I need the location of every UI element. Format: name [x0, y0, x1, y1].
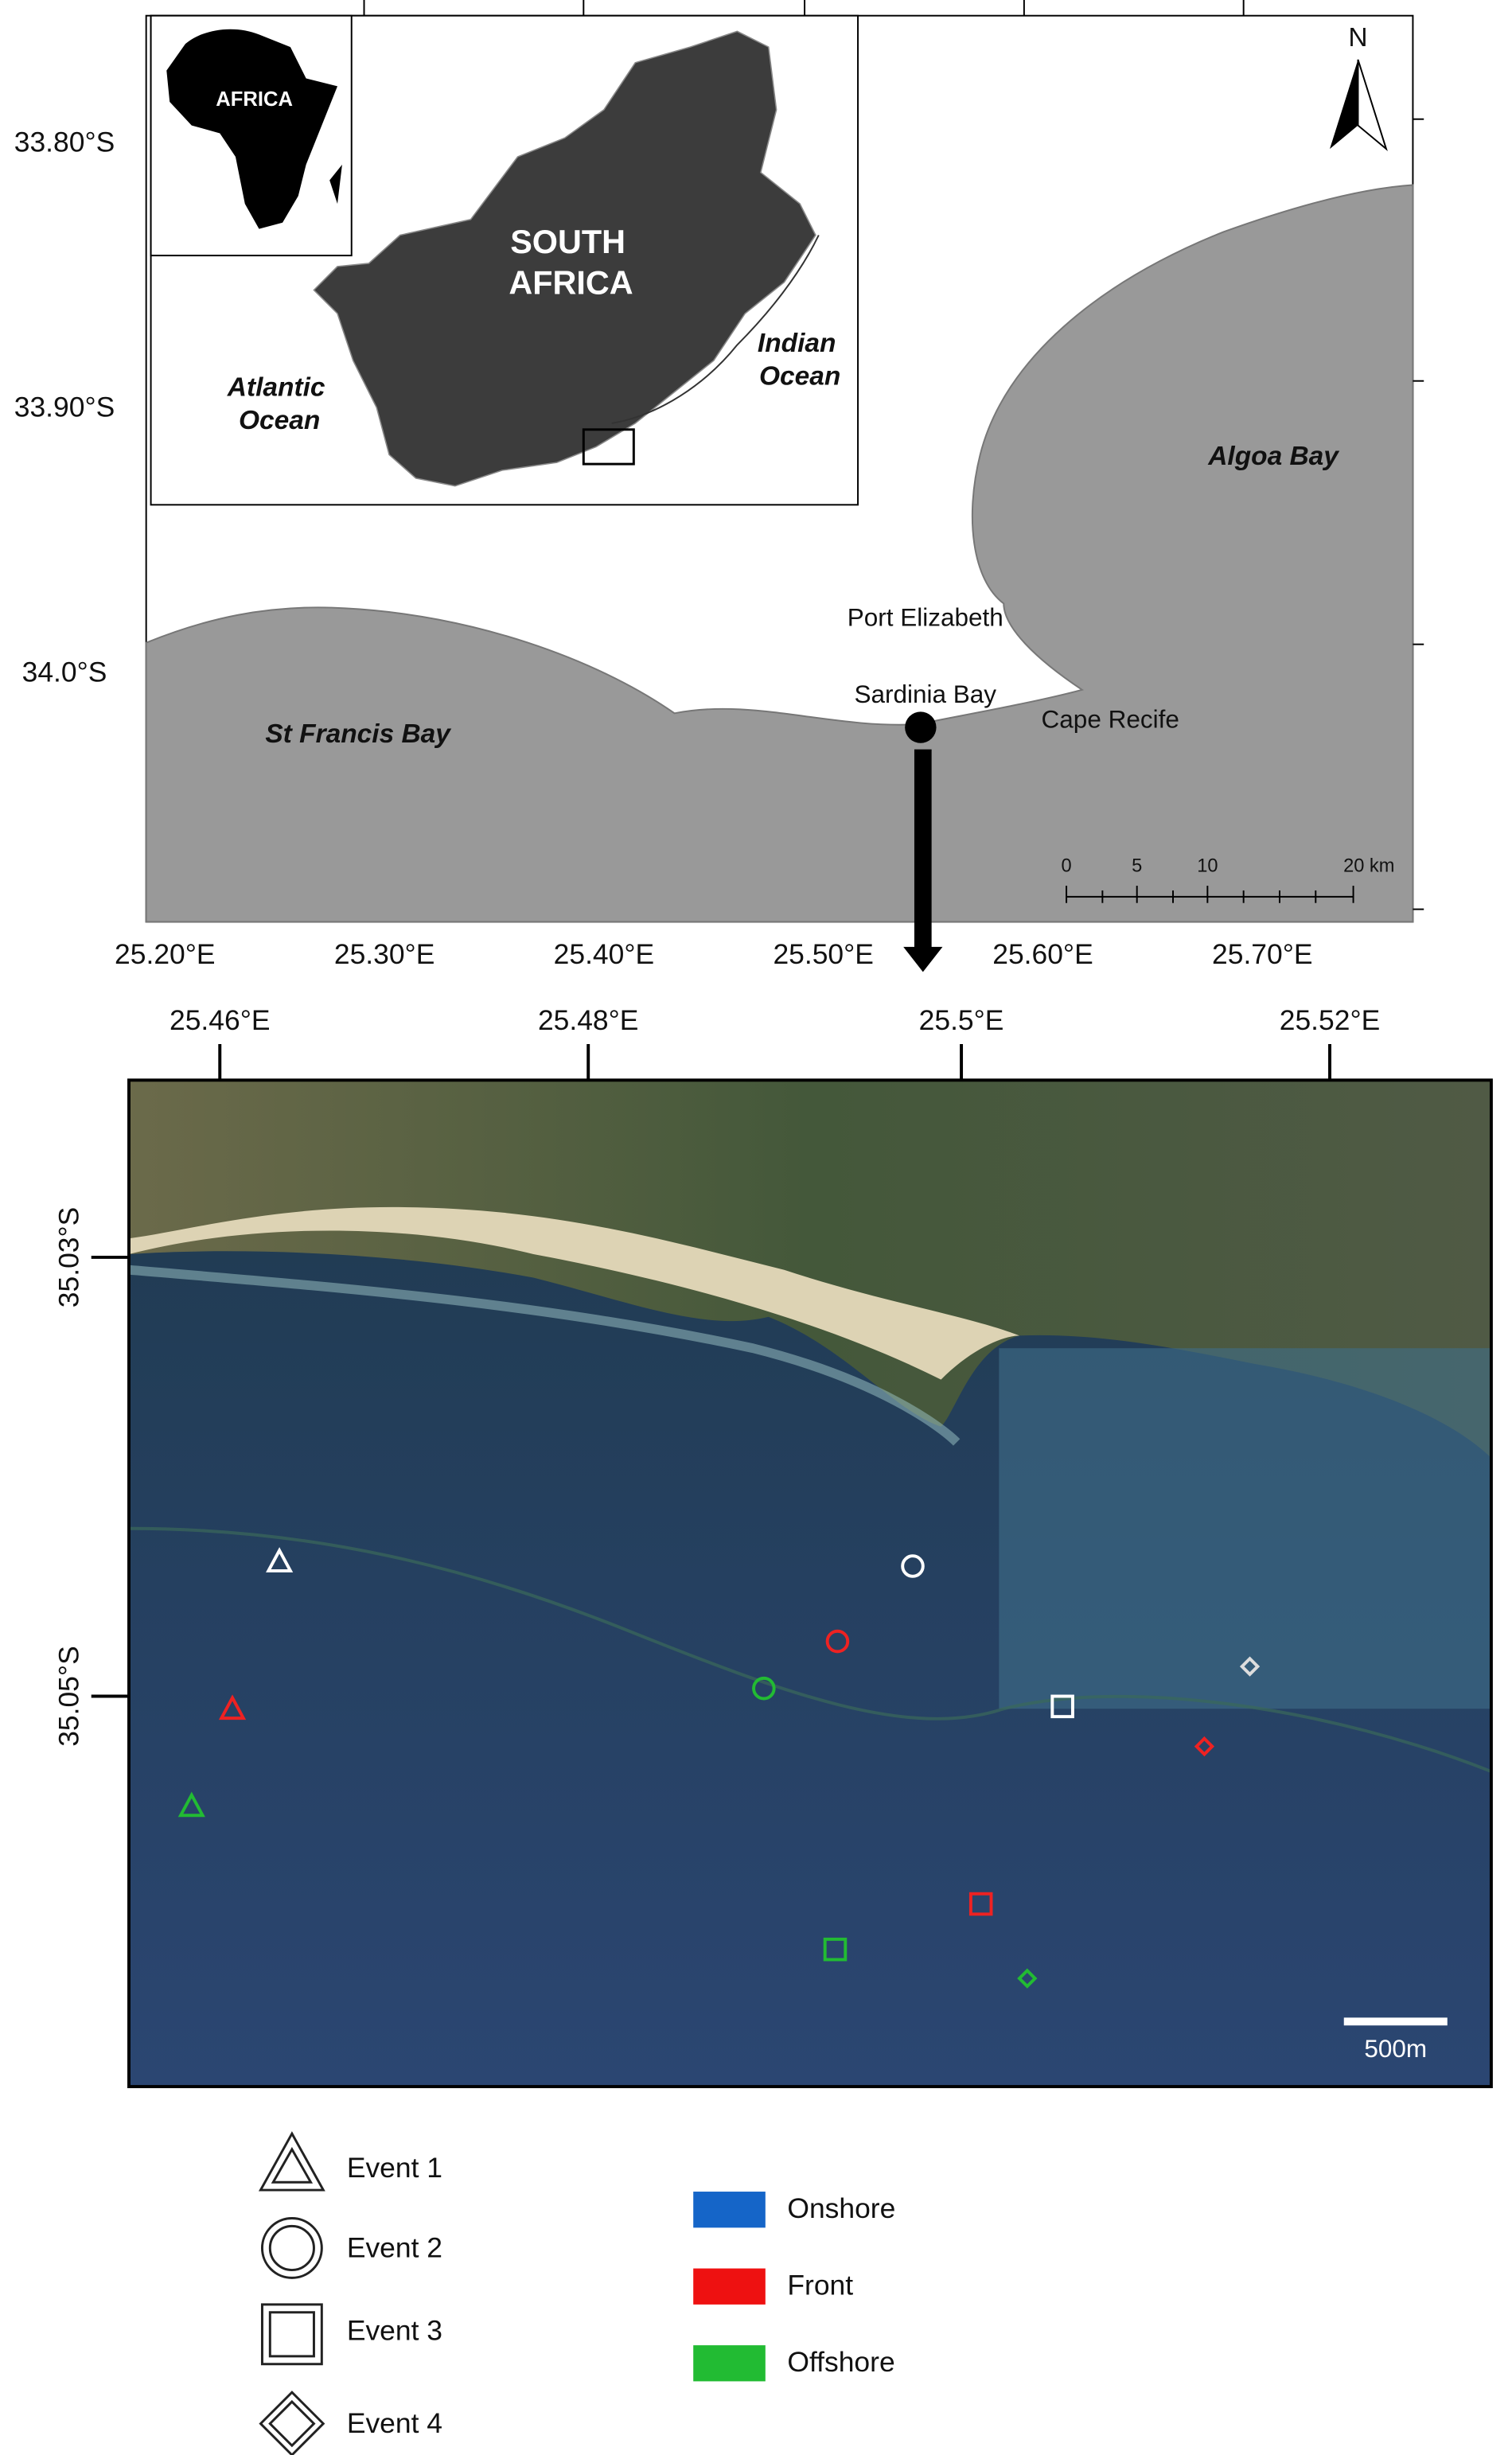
legend-symbol	[260, 2217, 323, 2279]
bottom-frame	[127, 1078, 1493, 2089]
lon-label: 25.60°E	[992, 938, 1093, 970]
legend-symbol	[271, 2146, 314, 2184]
top-map: 33.80°S 33.90°S 34.0°S 25.20°E 25.30°E 2…	[14, 0, 1424, 972]
place-label: St Francis Bay	[265, 719, 451, 749]
marker	[901, 1554, 925, 1578]
africa-shape	[166, 29, 338, 229]
marker	[823, 1937, 848, 1962]
lon-label: 25.48°E	[538, 1004, 639, 1036]
lon-label: 25.52°E	[1280, 1004, 1381, 1036]
legend	[258, 2131, 325, 2455]
scale-bar	[1066, 886, 1354, 903]
inset-label: Atlantic	[227, 372, 325, 402]
legend-label: Event 1	[347, 2152, 442, 2184]
sea-area	[145, 184, 1414, 923]
legend-swatch	[693, 2268, 766, 2305]
lat-label: 34.0°S	[22, 656, 107, 688]
surf	[128, 1265, 961, 1446]
beach	[129, 1206, 1019, 1380]
marker	[266, 1547, 294, 1572]
legend-label: Onshore	[787, 2192, 895, 2224]
zone-legend: Onshore Front Offshore	[693, 2192, 895, 2382]
marker	[1050, 1694, 1074, 1719]
legend-label: Front	[787, 2270, 853, 2301]
site-dot	[905, 711, 937, 743]
legend-label: Offshore	[787, 2346, 894, 2378]
satellite-land	[129, 1080, 1491, 1459]
coastline	[611, 235, 820, 424]
lon-label: 25.40°E	[554, 938, 655, 970]
scale-bar	[1343, 2017, 1448, 2026]
marker	[177, 1791, 205, 1818]
lon-label: 25.20°E	[115, 938, 215, 970]
legend-symbol	[268, 2399, 316, 2448]
marker	[825, 1629, 850, 1654]
lon-label: 25.46°E	[170, 1004, 270, 1036]
lat-label: 33.80°S	[14, 127, 115, 158]
legend-symbol	[259, 2391, 325, 2455]
inset-label: AFRICA	[509, 264, 633, 301]
lat-label: 35.03°S	[53, 1207, 84, 1308]
legend-symbol	[268, 2224, 315, 2272]
legend-symbol	[260, 2303, 323, 2366]
lon-label: 25.70°E	[1212, 938, 1313, 970]
inset-label: Ocean	[239, 406, 320, 435]
place-label: Sardinia Bay	[854, 680, 996, 708]
inset-label: AFRICA	[216, 88, 293, 111]
legend-swatch	[693, 2192, 766, 2228]
study-area-box	[582, 428, 635, 466]
place-label: Algoa Bay	[1207, 442, 1339, 471]
lat-label: 35.05°S	[53, 1646, 84, 1747]
marker	[1017, 1968, 1038, 1989]
scale-label: 10	[1197, 856, 1218, 877]
scale-label: 20 km	[1343, 856, 1394, 877]
scale-label: 500m	[1364, 2034, 1427, 2063]
madagascar	[329, 164, 342, 205]
shallow-water	[999, 1348, 1491, 1709]
marker	[968, 1892, 993, 1916]
south-africa-shape	[313, 30, 816, 487]
north-arrow	[1357, 59, 1388, 152]
scale-label: 0	[1061, 856, 1071, 877]
marker	[218, 1694, 247, 1720]
place-label: Cape Recife	[1042, 705, 1179, 734]
lat-label: 33.90°S	[14, 392, 115, 423]
legend-swatch	[693, 2345, 766, 2382]
inset-label: Ocean	[759, 362, 840, 392]
lon-label: 25.50°E	[773, 938, 873, 970]
scale-label: 5	[1132, 856, 1142, 877]
arrow-shaft	[914, 749, 932, 950]
legend-label: Event 2	[347, 2231, 442, 2263]
sample-markers	[177, 1547, 1261, 1989]
frame-ticks	[91, 1044, 1331, 1698]
front-line	[129, 1526, 1492, 1773]
legend-symbol	[258, 2131, 325, 2192]
legend-label: Event 3	[347, 2315, 442, 2347]
inset-label: SOUTH	[510, 224, 625, 260]
lon-label: 25.30°E	[334, 938, 435, 970]
bottom-map: 25.46°E 25.48°E 25.5°E 25.52°E 35.03°S 3…	[53, 1004, 1493, 2089]
marker	[1194, 1736, 1215, 1757]
inset-label: Indian	[758, 329, 836, 358]
frame-ticks	[363, 0, 1424, 910]
marker	[752, 1676, 776, 1701]
north-label: N	[1348, 23, 1367, 53]
north-arrow	[1330, 59, 1358, 150]
marker	[1239, 1656, 1261, 1677]
arrow-head	[903, 946, 943, 972]
legend-symbol	[268, 2311, 315, 2358]
place-label: Port Elizabeth	[848, 602, 1003, 631]
legend-label: Event 4	[347, 2407, 442, 2439]
lon-label: 25.5°E	[919, 1004, 1004, 1036]
